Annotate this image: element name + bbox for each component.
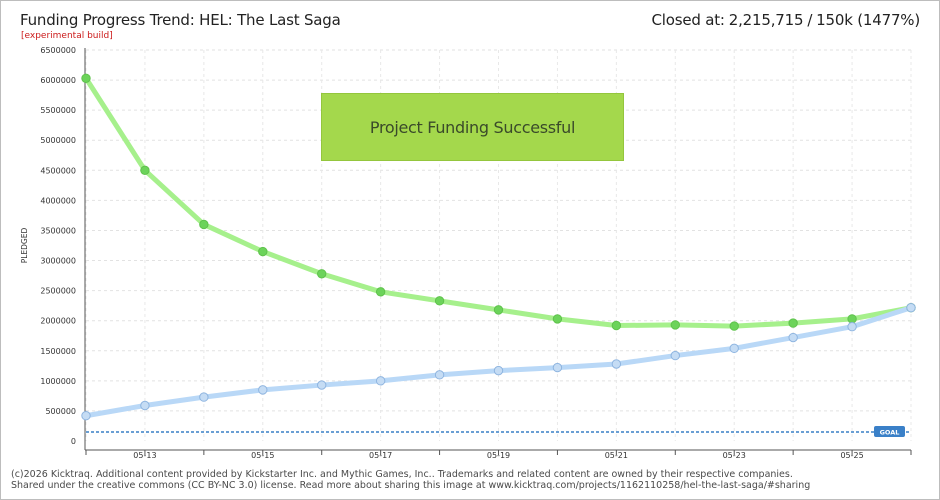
data-point-pledged [670,350,680,361]
closed-at: Closed at: 2,215,715/150k (1477%) [647,11,920,29]
data-point-projection [552,314,563,324]
y-tick-label: 6500000 [40,46,76,55]
data-point-pledged [317,380,327,390]
data-point-projection [258,246,268,257]
data-point-pledged [847,322,857,332]
x-tick-label: 05-23 [723,451,746,460]
y-tick-label: 2500000 [40,287,76,296]
data-point-pledged [611,359,622,369]
data-point-pledged [493,365,504,376]
y-tick-label: 1000000 [40,377,76,386]
goal-label: GOAL [880,428,900,436]
y-tick-label: 500000 [45,407,76,416]
data-point-pledged [375,376,386,386]
y-tick-label: 6000000 [40,76,76,85]
footer-line-2: Shared under the creative commons (CC BY… [11,480,811,491]
data-point-pledged [81,411,91,421]
closed-amount: 2,215,715 [728,11,804,29]
y-tick-label: 5000000 [40,136,76,145]
footer: (c)2026 Kicktraq. Additional content pro… [11,469,810,491]
footer-line-1: (c)2026 Kicktraq. Additional content pro… [11,469,793,480]
data-point-projection [729,321,739,331]
data-point-pledged [199,392,209,402]
funding-success-banner: Project Funding Successful [321,93,624,161]
x-tick-label: 05-25 [840,451,863,460]
closed-separator: / [807,11,813,29]
goal-badge [874,425,905,437]
data-point-pledged [729,343,739,354]
x-tick-label: 05-19 [487,451,510,460]
data-point-projection [375,287,386,297]
data-point-projection [847,314,857,324]
y-tick-label: 3000000 [40,257,76,266]
chart-plot: 0 500000 1000000 1500000 2000000 2500000 30000… [20,46,916,460]
data-point-projection [611,320,622,331]
y-tick-label: 4500000 [40,166,76,175]
data-point-pledged [258,385,268,395]
data-point-projection [81,73,91,83]
x-tick-label: 05-15 [251,451,274,460]
chart-title: Funding Progress Trend: HEL: The Last Sa… [20,11,341,29]
data-point-projection [199,219,209,230]
closed-goal: 150k (1477%) [816,11,920,29]
y-tick-label: 2000000 [40,317,76,326]
data-point-projection [788,318,798,328]
data-point-pledged [788,332,798,343]
data-point-projection [670,320,680,330]
data-point-projection [434,296,445,306]
y-tick-label: 3500000 [40,226,76,235]
y-tick-label: 0 [71,437,76,446]
x-tick-label: 05-13 [133,451,156,460]
data-point-projection [493,305,504,315]
data-point-pledged [906,303,916,313]
closed-label: Closed at: [651,11,725,29]
data-point-pledged [140,400,150,411]
chart-subtitle: [experimental build] [21,31,113,41]
data-point-projection [140,165,150,176]
y-tick-label: 1500000 [40,347,76,356]
data-point-pledged [434,370,445,380]
y-tick-label: 4000000 [40,196,76,205]
x-tick-label: 05-17 [369,451,392,460]
data-point-projection [317,269,327,279]
y-axis-label: PLEDGED [20,228,29,264]
x-tick-label: 05-21 [605,451,628,460]
data-point-pledged [552,362,563,373]
y-tick-label: 5500000 [40,106,76,115]
